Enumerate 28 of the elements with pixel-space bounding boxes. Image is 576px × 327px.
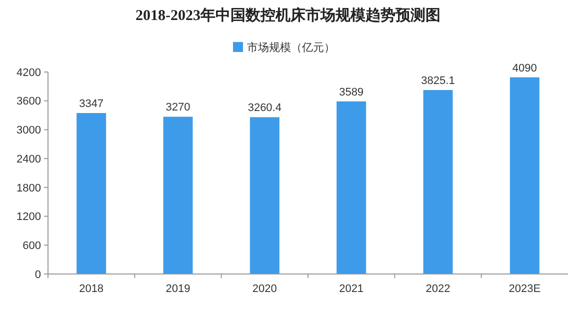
x-tick-label: 2020 (252, 283, 277, 295)
bar (510, 77, 540, 274)
data-label: 4090 (512, 62, 537, 74)
data-label: 3589 (339, 86, 364, 98)
y-tick-label: 4200 (16, 66, 41, 79)
data-label: 3825.1 (421, 75, 455, 88)
y-tick-label: 0 (34, 268, 41, 281)
y-tick-label: 1800 (16, 182, 41, 194)
bar (336, 101, 366, 274)
x-tick-label: 2023E (508, 283, 541, 295)
legend-label: 市场规模（亿元） (247, 40, 335, 54)
x-tick-label: 2019 (166, 283, 190, 295)
chart-title: 2018-2023年中国数控机床市场规模趋势预测图 (136, 6, 440, 24)
y-tick-label: 3000 (16, 124, 41, 137)
data-label: 3270 (166, 102, 190, 114)
bar (423, 90, 453, 274)
y-tick-label: 600 (22, 240, 41, 252)
data-label: 3260.4 (248, 102, 282, 114)
x-tick-label: 2022 (426, 283, 450, 295)
x-tick-label: 2018 (79, 283, 104, 295)
bar (163, 116, 193, 274)
x-tick-label: 2021 (339, 283, 364, 295)
y-tick-label: 3600 (16, 96, 41, 108)
bar (250, 117, 280, 274)
y-tick-label: 2400 (16, 153, 41, 166)
data-label: 3347 (79, 98, 104, 110)
bar (76, 113, 106, 274)
y-tick-label: 1200 (16, 211, 41, 224)
